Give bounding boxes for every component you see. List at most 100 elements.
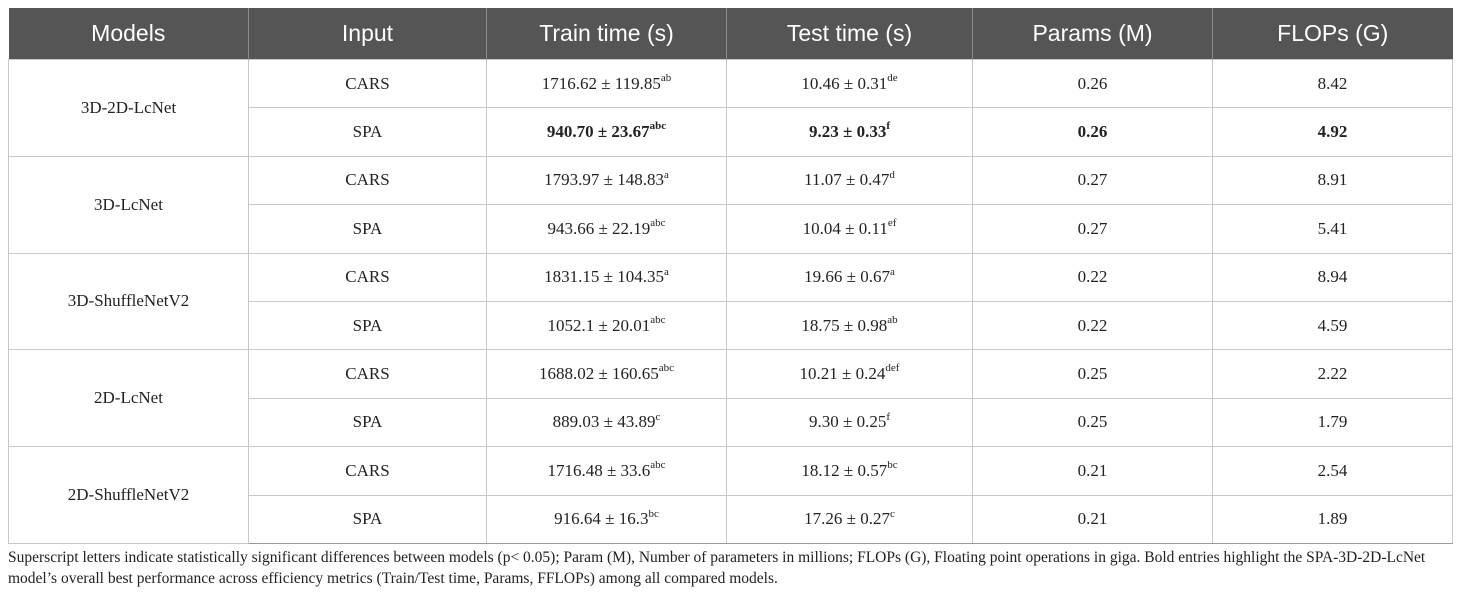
flops-cell: 1.79 (1212, 397, 1453, 448)
test-time-sup: bc (887, 459, 898, 472)
flops-cell: 4.92 (1212, 107, 1453, 157)
params-cell: 0.22 (972, 252, 1213, 302)
params-cell: 0.26 (972, 107, 1213, 157)
model-name-cell: 2D-ShuffleNetV2 (8, 446, 249, 544)
train-time-value: 889.03 ± 43.89 (552, 412, 656, 432)
train-time-cell: 943.66 ± 22.19abc (486, 204, 727, 254)
train-time-sup: abc (650, 313, 666, 326)
train-time-sup: abc (649, 120, 667, 133)
input-cell: CARS (248, 446, 487, 496)
test-time-sup: ef (887, 217, 897, 230)
model-name-cell: 3D-2D-LcNet (8, 59, 249, 157)
table-row: SPA 889.03 ± 43.89c 9.30 ± 0.25f 0.25 1.… (9, 397, 1453, 448)
train-time-value: 943.66 ± 22.19 (547, 218, 651, 238)
test-time-cell: 9.23 ± 0.33f (726, 107, 973, 157)
header-models: Models (8, 8, 249, 60)
train-time-sup: ab (660, 72, 672, 85)
train-time-value: 940.70 ± 23.67 (546, 122, 650, 142)
test-time-cell: 11.07 ± 0.47d (726, 155, 973, 206)
test-time-sup: f (886, 410, 890, 423)
train-time-value: 1831.15 ± 104.35 (544, 267, 664, 287)
input-cell: SPA (248, 107, 487, 157)
table-row: 2D-ShuffleNetV2 CARS 1716.48 ± 33.6abc 1… (8, 446, 1453, 544)
header-params: Params (M) (972, 8, 1213, 60)
flops-cell: 4.59 (1212, 300, 1453, 351)
train-time-sup: c (655, 410, 661, 423)
results-table: Models Input Train time (s) Test time (s… (8, 8, 1453, 544)
input-cell: CARS (248, 58, 487, 109)
model-name-cell: 2D-LcNet (8, 349, 249, 448)
train-time-cell: 1716.62 ± 119.85ab (486, 58, 727, 109)
params-cell: 0.27 (972, 204, 1213, 254)
header-train-time: Train time (s) (486, 8, 727, 60)
test-time-value: 17.26 ± 0.27 (804, 509, 890, 529)
flops-cell: 8.91 (1212, 155, 1453, 206)
test-time-value: 9.23 ± 0.33 (808, 122, 887, 142)
train-time-sup: abc (650, 459, 666, 472)
input-cell: CARS (248, 349, 487, 399)
test-time-value: 19.66 ± 0.67 (804, 267, 890, 287)
train-time-sup: abc (650, 217, 666, 230)
test-time-value: 9.30 ± 0.25 (808, 412, 887, 432)
test-time-sup: d (889, 168, 895, 181)
test-time-cell: 19.66 ± 0.67a (726, 252, 973, 302)
test-time-sup: c (889, 507, 895, 520)
input-cell: SPA (248, 204, 487, 254)
train-time-cell: 889.03 ± 43.89c (486, 397, 727, 448)
header-test-time: Test time (s) (726, 8, 973, 60)
table-header: Models Input Train time (s) Test time (s… (8, 8, 1453, 60)
table-row: 2D-LcNet CARS 1688.02 ± 160.65abc 10.21 … (8, 349, 1453, 448)
test-time-cell: 10.21 ± 0.24def (726, 349, 973, 399)
header-flops: FLOPs (G) (1212, 8, 1453, 60)
test-time-cell: 10.46 ± 0.31de (726, 58, 973, 109)
input-cell: SPA (248, 300, 487, 351)
flops-cell: 2.22 (1212, 349, 1453, 399)
test-time-cell: 18.75 ± 0.98ab (726, 300, 973, 351)
test-time-value: 10.21 ± 0.24 (799, 364, 886, 384)
test-time-sup: f (886, 120, 890, 133)
input-cell: SPA (248, 397, 487, 448)
train-time-cell: 1793.97 ± 148.83a (486, 155, 727, 206)
train-time-value: 916.64 ± 16.3 (554, 509, 649, 529)
test-time-cell: 9.30 ± 0.25f (726, 397, 973, 448)
params-cell: 0.25 (972, 349, 1213, 399)
table-row: SPA 940.70 ± 23.67abc 9.23 ± 0.33f 0.26 … (9, 107, 1453, 157)
train-time-value: 1716.62 ± 119.85 (541, 73, 661, 93)
header-input: Input (248, 8, 487, 60)
test-time-cell: 17.26 ± 0.27c (726, 494, 973, 544)
train-time-value: 1716.48 ± 33.6 (547, 460, 651, 480)
input-cell: CARS (248, 155, 487, 206)
test-time-sup: def (885, 362, 900, 375)
test-time-value: 18.12 ± 0.57 (801, 460, 888, 480)
table-row: 3D-ShuffleNetV2 CARS 1831.15 ± 104.35a 1… (8, 252, 1453, 351)
flops-cell: 8.42 (1212, 58, 1453, 109)
model-name-cell: 3D-ShuffleNetV2 (8, 252, 249, 351)
train-time-cell: 1716.48 ± 33.6abc (486, 446, 727, 496)
train-time-sup: bc (648, 507, 659, 520)
test-time-sup: a (889, 265, 895, 278)
params-cell: 0.21 (972, 494, 1213, 544)
test-time-cell: 10.04 ± 0.11ef (726, 204, 973, 254)
table-row: 3D-2D-LcNet CARS 1716.62 ± 119.85ab 10.4… (8, 58, 1453, 157)
train-time-cell: 1831.15 ± 104.35a (486, 252, 727, 302)
train-time-sup: abc (658, 362, 675, 375)
train-time-value: 1052.1 ± 20.01 (547, 315, 651, 335)
train-time-cell: 940.70 ± 23.67abc (486, 107, 727, 157)
test-time-value: 18.75 ± 0.98 (801, 315, 888, 335)
params-cell: 0.26 (972, 58, 1213, 109)
test-time-value: 11.07 ± 0.47 (804, 170, 890, 190)
train-time-value: 1793.97 ± 148.83 (544, 170, 664, 190)
table-body: 3D-2D-LcNet CARS 1716.62 ± 119.85ab 10.4… (8, 58, 1453, 544)
params-cell: 0.22 (972, 300, 1213, 351)
test-time-sup: ab (887, 313, 898, 326)
flops-cell: 1.89 (1212, 494, 1453, 544)
flops-cell: 2.54 (1212, 446, 1453, 496)
table-row: SPA 916.64 ± 16.3bc 17.26 ± 0.27c 0.21 1… (9, 494, 1453, 544)
flops-cell: 8.94 (1212, 252, 1453, 302)
table-row: SPA 943.66 ± 22.19abc 10.04 ± 0.11ef 0.2… (9, 204, 1453, 254)
params-cell: 0.27 (972, 155, 1213, 206)
train-time-sup: a (663, 168, 669, 181)
train-time-cell: 916.64 ± 16.3bc (486, 494, 727, 544)
flops-cell: 5.41 (1212, 204, 1453, 254)
train-time-cell: 1052.1 ± 20.01abc (486, 300, 727, 351)
